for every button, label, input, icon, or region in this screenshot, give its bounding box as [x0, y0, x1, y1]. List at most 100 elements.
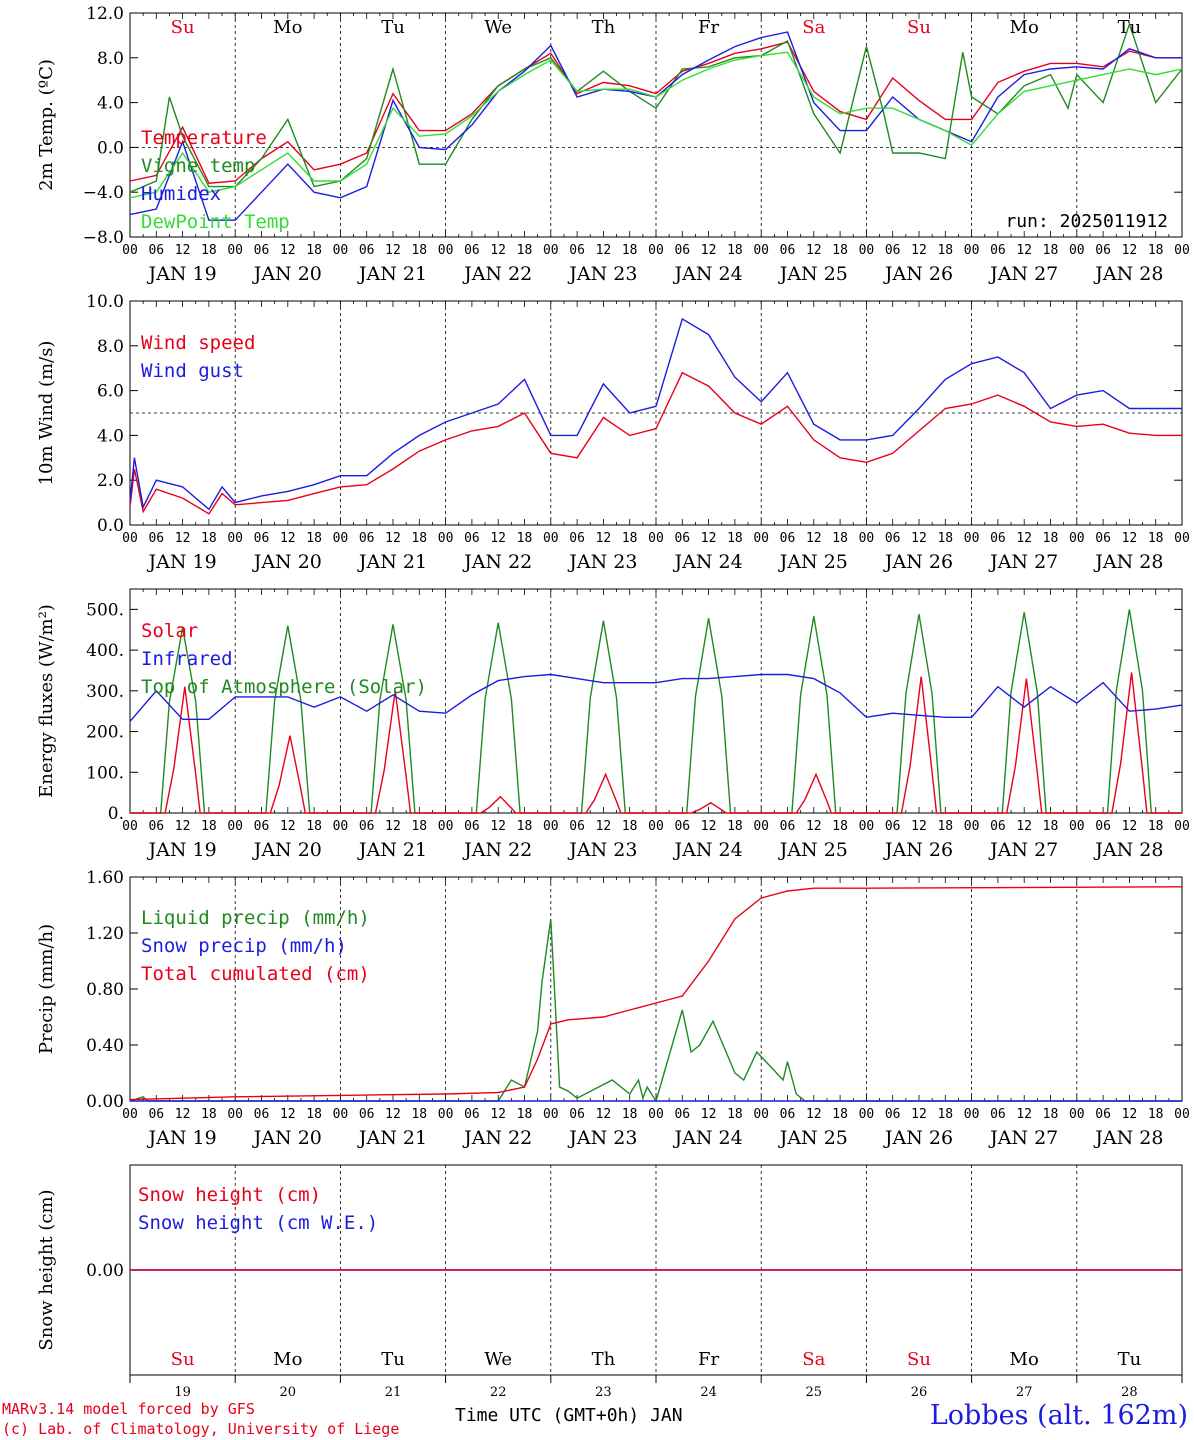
y-tick-label: 100.: [86, 763, 124, 783]
y-tick-label: 8.0: [97, 49, 124, 69]
weekday-label: Su: [171, 1349, 195, 1370]
panel-2: 10.0 8.0 6.0 4.0 2.0 0.0 10m Wind (m/s) 00 06 12 1…: [36, 292, 1190, 573]
x-hour-label: 00: [122, 243, 138, 258]
x-hour-label: 00: [648, 531, 664, 546]
x-hour-label: 18: [937, 243, 953, 258]
x-day-label: JAN 23: [567, 1127, 637, 1149]
x-hour-label: 12: [175, 243, 191, 258]
weekday-label: Sa: [802, 1349, 825, 1370]
x-day-label: JAN 23: [567, 551, 637, 573]
x-day-label: JAN 20: [252, 1127, 322, 1149]
x-hour-label: 06: [464, 243, 480, 258]
x-hour-label: 12: [806, 1107, 822, 1122]
x-hour-label: 00: [859, 531, 875, 546]
x-hour-label: 12: [1122, 531, 1138, 546]
x-hour-label: 18: [832, 819, 848, 834]
x-hour-label: 06: [990, 243, 1006, 258]
day-number-label: 27: [1016, 1385, 1033, 1400]
x-hour-label: 18: [306, 531, 322, 546]
x-hour-label: 18: [306, 819, 322, 834]
x-hour-label: 00: [1069, 243, 1085, 258]
day-number-label: 25: [806, 1385, 823, 1400]
x-day-label: JAN 26: [883, 551, 953, 573]
day-number-label: 28: [1121, 1385, 1138, 1400]
x-hour-label: 12: [385, 819, 401, 834]
x-hour-label: 06: [569, 243, 585, 258]
y-axis-label: 2m Temp. (ºC): [36, 59, 57, 191]
x-day-label: JAN 24: [673, 263, 743, 285]
x-hour-label: 18: [1148, 531, 1164, 546]
x-hour-label: 06: [254, 819, 270, 834]
x-hour-label: 00: [438, 1107, 454, 1122]
y-tick-label: 400.: [86, 641, 124, 661]
x-hour-label: 18: [727, 1107, 743, 1122]
day-number-label: 24: [700, 1385, 717, 1400]
x-day-label: JAN 28: [1093, 263, 1163, 285]
x-hour-label: 00: [543, 531, 559, 546]
x-day-label: JAN 19: [147, 839, 217, 861]
x-hour-label: 00: [1174, 243, 1190, 258]
x-hour-label: 12: [911, 243, 927, 258]
x-hour-label: 12: [806, 243, 822, 258]
x-hour-label: 12: [911, 819, 927, 834]
weekday-label: Th: [592, 17, 616, 38]
x-day-label: JAN 25: [778, 839, 848, 861]
x-hour-label: 12: [490, 531, 506, 546]
x-hour-label: 06: [254, 243, 270, 258]
x-hour-label: 06: [990, 819, 1006, 834]
x-hour-label: 12: [596, 1107, 612, 1122]
y-axis-label: 10m Wind (m/s): [36, 341, 57, 486]
x-hour-label: 18: [201, 243, 217, 258]
x-hour-label: 00: [648, 243, 664, 258]
x-hour-label: 12: [280, 243, 296, 258]
x-hour-label: 12: [385, 1107, 401, 1122]
x-hour-label: 00: [333, 531, 349, 546]
y-tick-label: 6.0: [97, 382, 124, 402]
x-hour-label: 12: [596, 531, 612, 546]
day-number-label: 21: [385, 1385, 402, 1400]
legend-entry: Vigne temp: [141, 155, 255, 177]
weekday-label: Su: [907, 1349, 931, 1370]
x-day-label: JAN 19: [147, 1127, 217, 1149]
legend-entry: Liquid precip (mm/h): [141, 907, 370, 929]
legend-entry: Wind speed: [141, 332, 255, 354]
x-hour-label: 06: [780, 819, 796, 834]
x-hour-label: 12: [911, 531, 927, 546]
x-hour-label: 12: [806, 819, 822, 834]
x-hour-label: 00: [964, 243, 980, 258]
series-humidex: [129, 31, 1182, 221]
x-hour-label: 00: [227, 531, 243, 546]
x-hour-label: 06: [148, 1107, 164, 1122]
series-infrared: [129, 673, 1183, 722]
x-hour-label: 00: [648, 819, 664, 834]
x-hour-label: 12: [911, 1107, 927, 1122]
x-hour-label: 00: [438, 243, 454, 258]
x-hour-label: 18: [832, 1107, 848, 1122]
x-day-label: JAN 20: [252, 839, 322, 861]
x-hour-label: 12: [596, 819, 612, 834]
x-hour-label: 06: [885, 1107, 901, 1122]
x-hour-label: 18: [201, 819, 217, 834]
y-tick-label: −8.0: [83, 228, 124, 248]
panel-1: 12.0 8.0 4.0 0.0 −4.0 −8.0 2m Temp. (ºC) 00 06 12…: [36, 4, 1190, 285]
x-hour-label: 12: [385, 243, 401, 258]
x-hour-label: 00: [859, 1107, 875, 1122]
x-hour-label: 12: [175, 531, 191, 546]
x-hour-label: 12: [1122, 1107, 1138, 1122]
x-hour-label: 00: [859, 819, 875, 834]
x-day-label: JAN 24: [673, 1127, 743, 1149]
run-annotation: run: 2025011912: [1005, 211, 1168, 232]
x-hour-label: 18: [832, 243, 848, 258]
x-hour-label: 06: [464, 819, 480, 834]
weekday-label: Fr: [698, 1349, 719, 1370]
x-hour-label: 18: [1148, 1107, 1164, 1122]
x-hour-label: 12: [490, 243, 506, 258]
x-hour-label: 06: [464, 531, 480, 546]
x-hour-label: 06: [674, 531, 690, 546]
x-hour-label: 18: [727, 531, 743, 546]
weekday-label: Tu: [1118, 17, 1142, 38]
x-day-label: JAN 21: [357, 551, 427, 573]
series-total-cumulated-cm-: [129, 886, 1183, 1101]
series-wind-gust: [129, 317, 1182, 511]
x-day-label: JAN 23: [567, 263, 637, 285]
